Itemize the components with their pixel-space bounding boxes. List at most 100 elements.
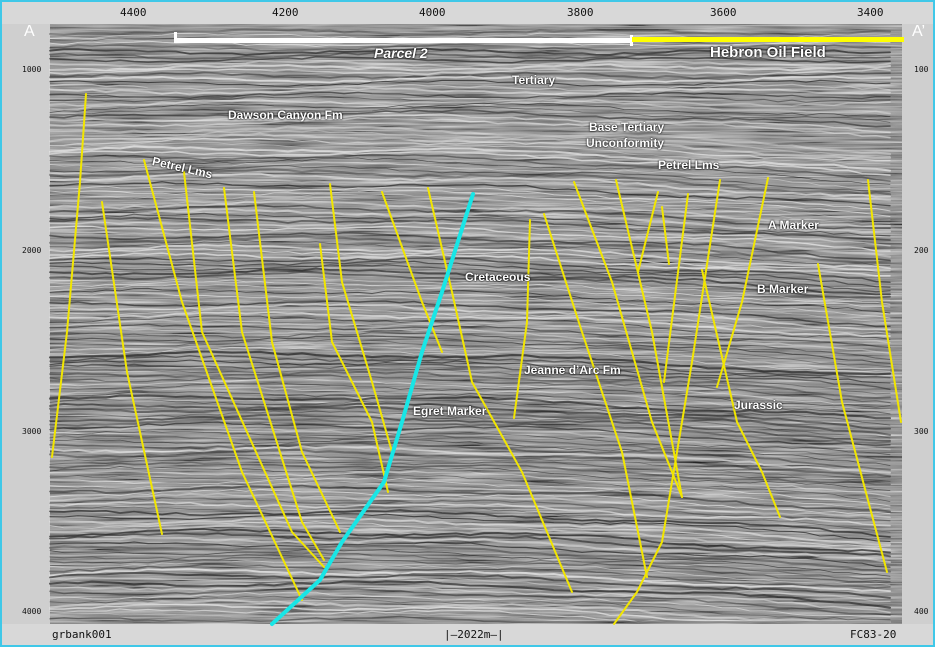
reflector — [49, 212, 891, 237]
reflector — [49, 608, 891, 623]
reflector — [48, 580, 892, 609]
reflector — [48, 208, 892, 234]
reflector — [48, 145, 892, 172]
reflector — [49, 378, 891, 405]
reflector — [49, 43, 891, 52]
reflector — [49, 577, 891, 603]
tertiary-label: Tertiary — [512, 73, 556, 87]
reflector — [49, 287, 891, 314]
reflector — [49, 204, 891, 230]
reflector — [49, 267, 891, 296]
reflector — [49, 256, 891, 284]
reflector — [49, 91, 891, 100]
reflector — [49, 584, 891, 614]
parcel-label: Parcel 2 — [374, 45, 428, 61]
footer-line-id: grbank001 — [52, 628, 112, 641]
time-label-right: 100 — [914, 65, 929, 74]
footer-scale-bar: |—2022m—| — [444, 628, 504, 641]
reflector — [49, 342, 891, 370]
reflector — [49, 386, 891, 411]
reflector — [48, 448, 892, 478]
reflector — [49, 303, 891, 331]
reflector — [49, 129, 891, 158]
reflector — [49, 615, 891, 623]
fault-line — [381, 191, 443, 353]
time-label-right: 200 — [914, 246, 929, 255]
shotpoint-label: 3400 — [857, 6, 884, 19]
reflector — [49, 612, 891, 623]
fault-line — [319, 243, 389, 493]
reflector — [49, 161, 891, 189]
reflector — [49, 296, 891, 323]
shotpoint-label: 3600 — [710, 6, 737, 19]
reflector — [49, 346, 891, 372]
reflector — [49, 51, 891, 60]
reflector — [49, 470, 891, 498]
reflector — [49, 382, 891, 408]
time-label-left: 1000 — [22, 65, 42, 74]
fault-line — [427, 187, 573, 593]
reflector — [49, 338, 891, 367]
reflector — [49, 563, 891, 589]
fault-line — [543, 213, 648, 578]
fault-line — [143, 159, 303, 601]
reflector — [49, 374, 891, 404]
reflector — [49, 335, 891, 364]
reflector — [49, 279, 891, 305]
reflector — [48, 28, 892, 36]
shotpoint-label: 3800 — [567, 6, 594, 19]
fault-line — [661, 206, 670, 265]
fault-line — [573, 181, 683, 498]
reflector — [49, 116, 891, 139]
fault-line — [223, 187, 325, 561]
fault-line — [51, 93, 87, 458]
reflector — [49, 153, 891, 182]
reflector — [49, 595, 891, 621]
section-start-label: A — [24, 23, 35, 40]
fault-line — [101, 201, 163, 535]
reflector — [49, 231, 891, 262]
reflector — [49, 328, 891, 354]
reflector — [49, 71, 891, 80]
reflector — [49, 141, 891, 165]
reflector — [49, 527, 891, 554]
reflector — [49, 157, 891, 185]
fault-line — [817, 263, 888, 573]
reflector — [49, 311, 891, 337]
time-label-right: 300 — [914, 427, 929, 436]
reflector — [49, 172, 891, 198]
reflector — [49, 484, 891, 513]
fault-line — [637, 191, 659, 273]
reflector — [49, 501, 891, 527]
reflector — [49, 477, 891, 507]
reflector — [49, 109, 891, 128]
reflector — [49, 165, 891, 193]
dawson-canyon-label: Dawson Canyon Fm — [228, 108, 343, 122]
reflector — [49, 421, 891, 447]
cretaceous-label: Cretaceous — [465, 270, 531, 284]
reflector — [49, 264, 891, 293]
shotpoint-label: 4000 — [419, 6, 446, 19]
section-end-label: A’ — [912, 23, 926, 40]
reflector — [48, 536, 892, 564]
shotpoint-label: 4400 — [120, 6, 147, 19]
reflector — [49, 413, 891, 442]
time-label-left: 3000 — [22, 427, 42, 436]
reflector — [49, 284, 891, 308]
reflector — [49, 587, 891, 616]
reflector — [49, 591, 891, 618]
reflector — [49, 509, 891, 538]
unconformity-label: Unconformity — [586, 136, 664, 150]
reflector — [49, 354, 891, 379]
egret-marker-label: Egret Marker — [413, 404, 487, 418]
reflector — [48, 394, 892, 420]
jeanne-darc-label: Jeanne d’Arc Fm — [524, 363, 621, 377]
reflector — [49, 513, 891, 543]
white-bar-tick-right — [630, 35, 633, 46]
reflector — [49, 359, 891, 384]
fault-line — [253, 191, 341, 533]
reflector — [49, 113, 891, 134]
reflector — [49, 102, 891, 117]
reflector — [49, 457, 891, 482]
